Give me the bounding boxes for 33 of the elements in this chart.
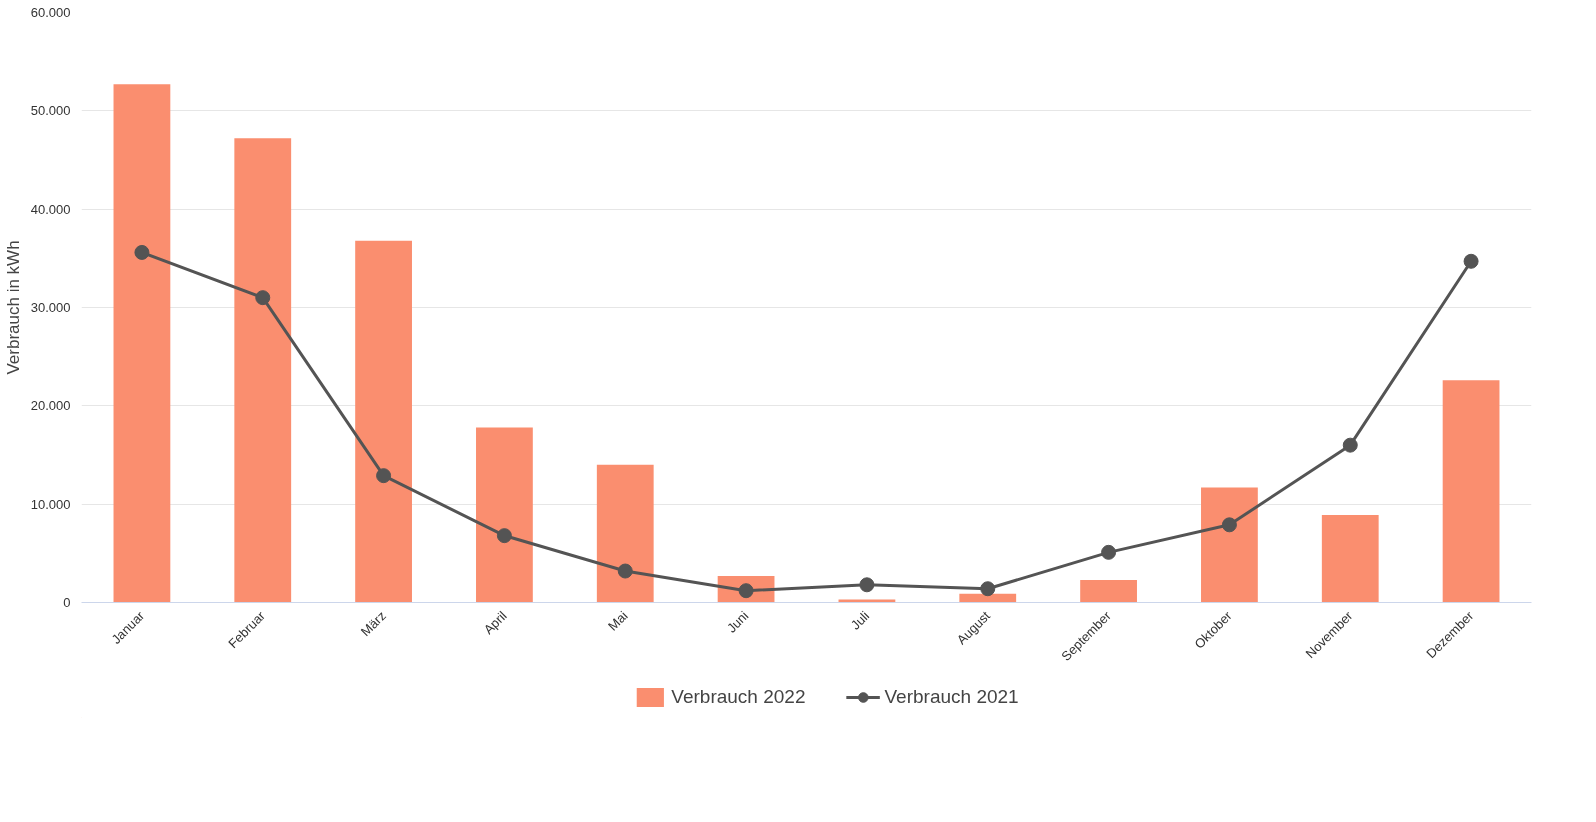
y-tick-label: 40.000 <box>30 201 71 217</box>
point <box>1342 437 1358 453</box>
point <box>496 528 512 544</box>
point <box>1101 544 1117 560</box>
bar <box>1442 380 1500 603</box>
x-tick-label: Juli <box>847 608 873 633</box>
bar <box>476 427 533 603</box>
point <box>1221 517 1237 533</box>
y-tick-label: 30.000 <box>30 300 71 315</box>
point <box>980 581 996 597</box>
y-axis-title: Verbrauch in kWh <box>3 240 23 375</box>
bar <box>234 138 292 603</box>
x-tick-label: Mai <box>605 608 631 634</box>
bar <box>113 84 171 603</box>
y-tick-label: 10.000 <box>30 496 71 512</box>
point <box>859 577 875 593</box>
point <box>617 563 633 579</box>
legend-label: Verbrauch 2022 <box>671 686 806 708</box>
y-tick-label: 60.000 <box>30 5 71 20</box>
y-tick-label: 50.000 <box>30 103 71 119</box>
bar <box>355 240 412 603</box>
bar <box>1321 514 1379 603</box>
point <box>376 468 392 484</box>
x-tick-label: Juni <box>723 608 752 636</box>
point <box>1463 253 1479 269</box>
point <box>255 290 271 306</box>
bar <box>1080 579 1137 603</box>
y-tick-label: 20.000 <box>30 398 71 414</box>
legend-label: Verbrauch 2021 <box>884 686 1019 708</box>
bar <box>596 464 654 603</box>
bar <box>1201 487 1258 603</box>
point <box>134 244 150 260</box>
y-tick-label: 0 <box>63 595 71 610</box>
